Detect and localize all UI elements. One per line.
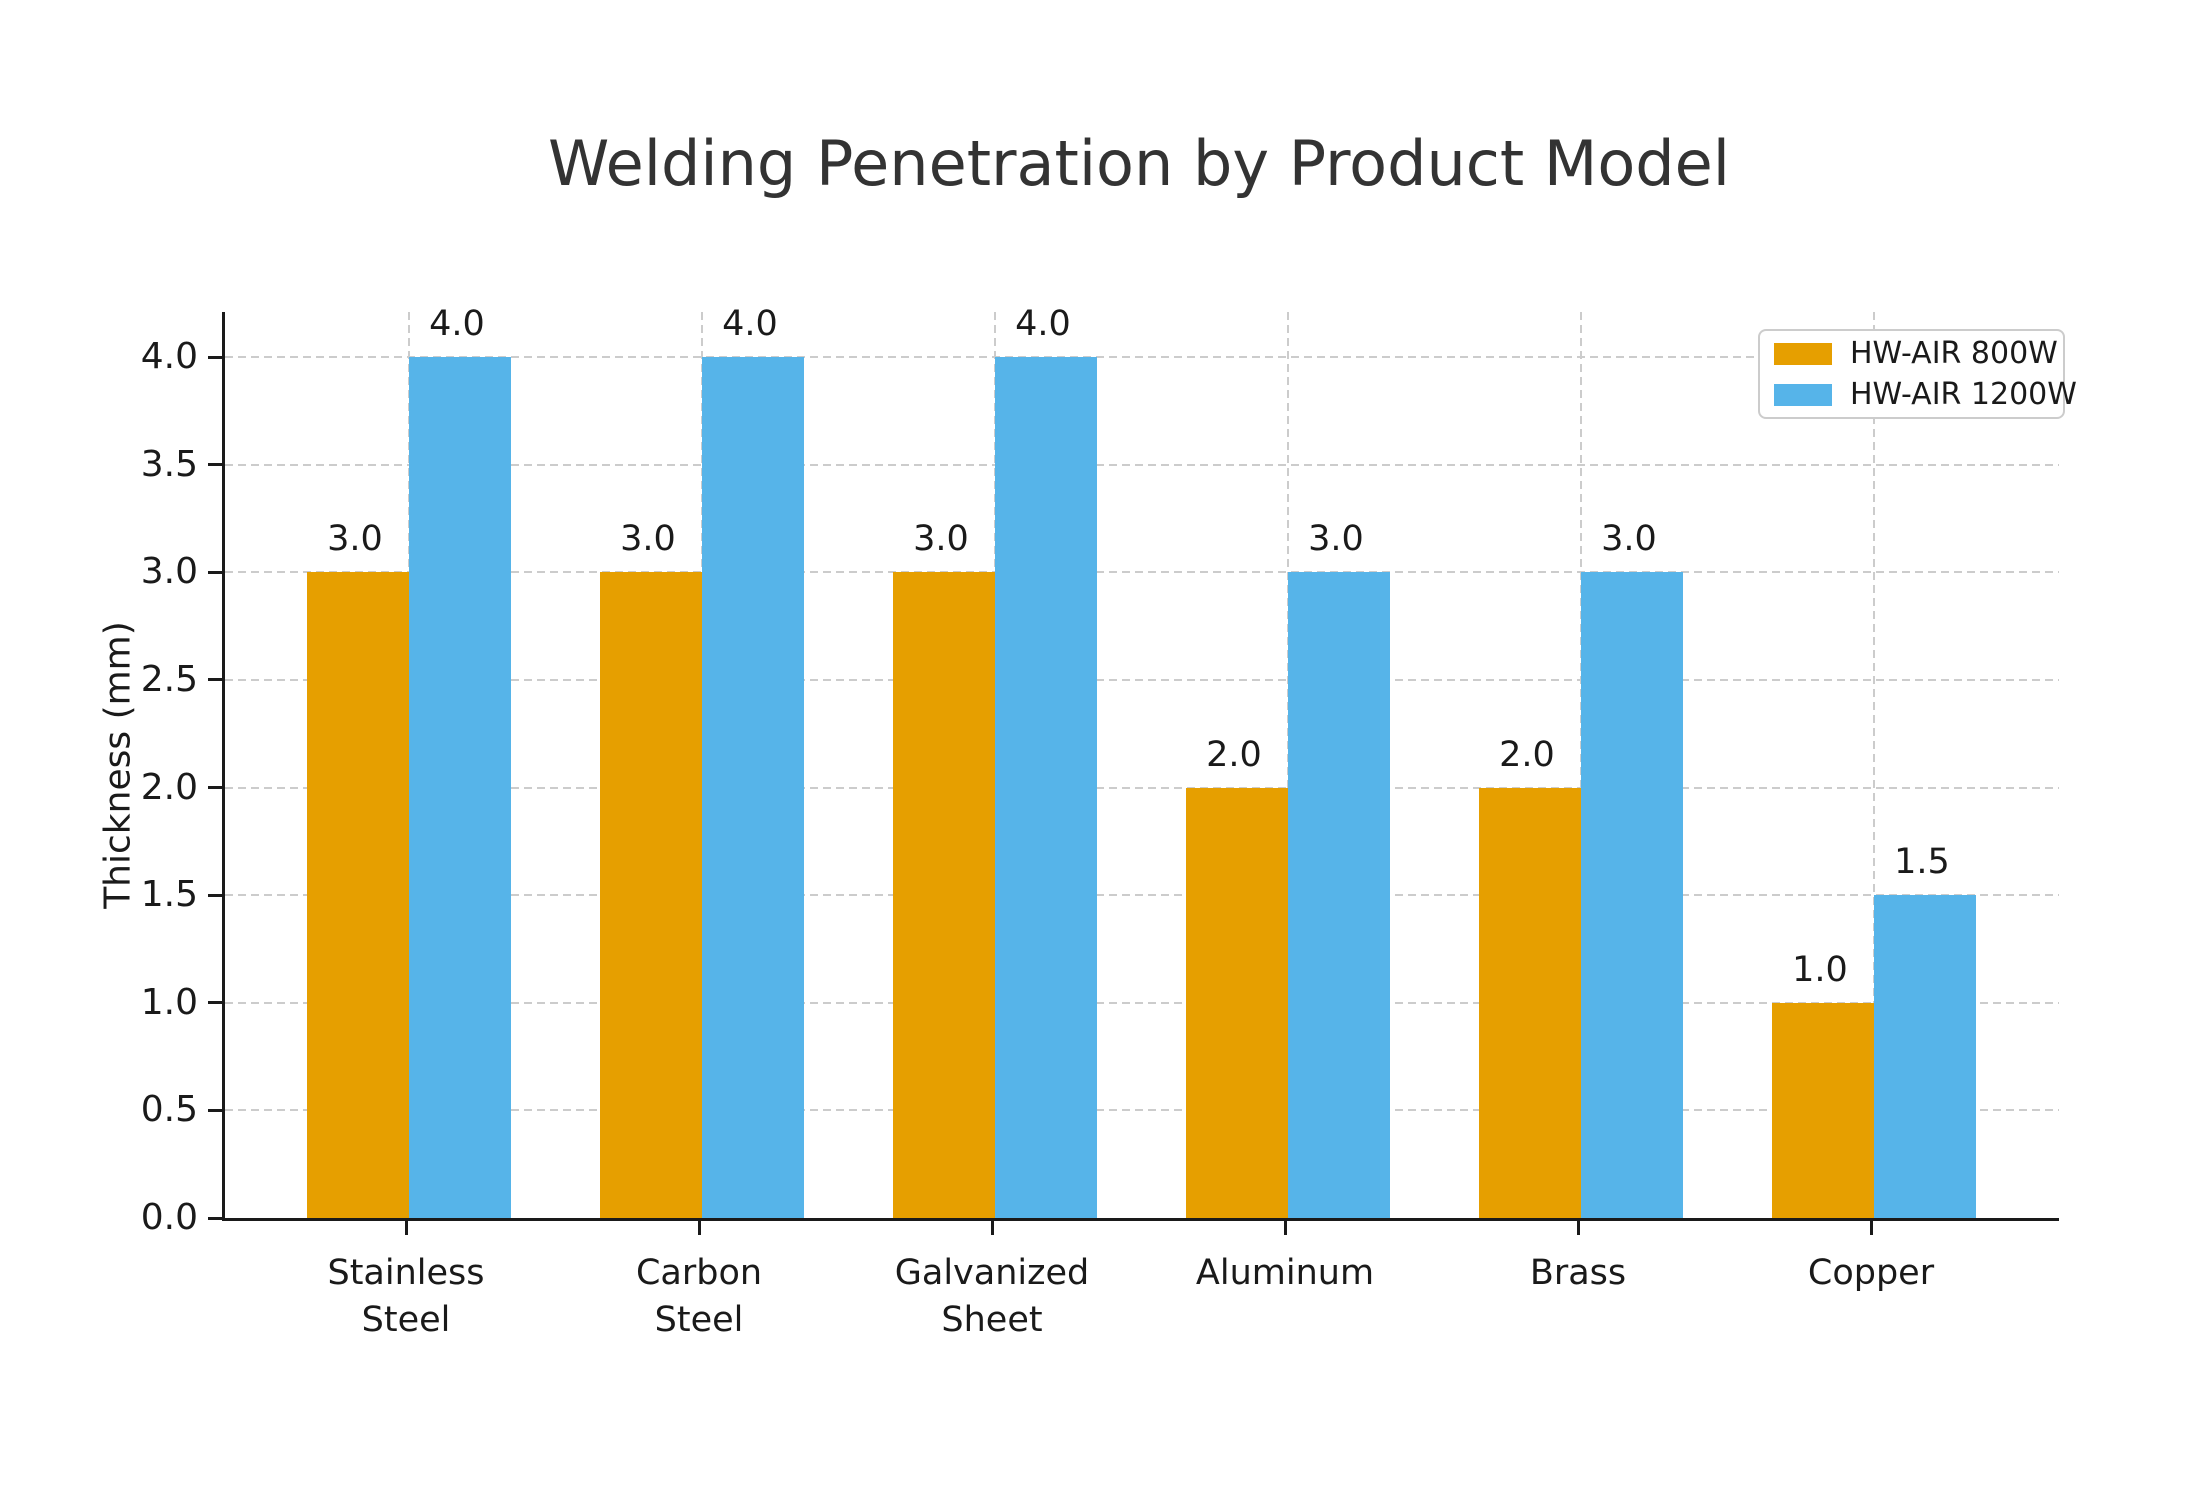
legend-row-1200w: HW-AIR 1200W bbox=[1774, 377, 2077, 412]
gridline-horizontal bbox=[225, 356, 2059, 359]
bar-hw-air-1200w-aluminum bbox=[1288, 572, 1390, 1218]
legend-swatch-800w-icon bbox=[1774, 342, 1832, 365]
x-tick-mark bbox=[697, 1221, 701, 1235]
legend-label-1200w: HW-AIR 1200W bbox=[1850, 377, 2077, 412]
bar-hw-air-800w-aluminum bbox=[1186, 787, 1288, 1218]
gridline-horizontal bbox=[225, 463, 2059, 466]
y-tick-label: 1.5 bbox=[140, 874, 198, 916]
bar-value-label: 4.0 bbox=[1015, 304, 1071, 345]
y-tick-mark bbox=[208, 1216, 222, 1220]
bar-value-label: 1.0 bbox=[1792, 949, 1848, 990]
x-tick-label-aluminum: Aluminum bbox=[1195, 1253, 1375, 1293]
bar-value-label: 3.0 bbox=[1601, 519, 1657, 560]
x-tick-mark bbox=[990, 1221, 994, 1235]
bar-hw-air-1200w-carbon-steel bbox=[702, 357, 804, 1218]
bar-hw-air-1200w-galvanized-sheet bbox=[995, 357, 1097, 1218]
y-tick-mark bbox=[208, 355, 222, 359]
y-tick-mark bbox=[208, 570, 222, 574]
x-tick-mark bbox=[1576, 1221, 1580, 1235]
bar-hw-air-1200w-copper bbox=[1874, 895, 1976, 1218]
bar-hw-air-800w-stainless-steel bbox=[307, 572, 409, 1218]
x-tick-mark bbox=[404, 1221, 408, 1235]
x-tick-label-copper: Copper bbox=[1807, 1253, 1935, 1293]
bar-value-label: 4.0 bbox=[429, 304, 485, 345]
gridline-horizontal bbox=[225, 1001, 2059, 1004]
y-tick-label: 2.0 bbox=[140, 766, 198, 808]
y-tick-label: 2.5 bbox=[140, 658, 198, 700]
legend-label-800w: HW-AIR 800W bbox=[1850, 336, 2058, 371]
chart-title: Welding Penetration by Product Model bbox=[547, 127, 1731, 200]
legend: HW-AIR 800W HW-AIR 1200W bbox=[1758, 329, 2077, 419]
y-tick-mark bbox=[208, 678, 222, 682]
bar-value-label: 3.0 bbox=[913, 519, 969, 560]
x-tick-mark bbox=[1283, 1221, 1287, 1235]
gridline-horizontal bbox=[225, 678, 2059, 681]
x-tick-label-brass: Brass bbox=[1529, 1253, 1627, 1293]
x-tick-mark bbox=[1869, 1221, 1873, 1235]
bar-hw-air-1200w-stainless-steel bbox=[409, 357, 511, 1218]
bar-value-label: 3.0 bbox=[1308, 519, 1364, 560]
x-tick-label-stainless-steel: Stainless Steel bbox=[327, 1253, 485, 1340]
bar-value-label: 3.0 bbox=[620, 519, 676, 560]
bar-hw-air-800w-galvanized-sheet bbox=[893, 572, 995, 1218]
legend-row-800w: HW-AIR 800W bbox=[1774, 336, 2058, 371]
y-tick-mark bbox=[208, 463, 222, 467]
legend-swatch-1200w-icon bbox=[1774, 383, 1832, 406]
bar-hw-air-800w-copper bbox=[1772, 1002, 1874, 1218]
x-tick-label-galvanized-sheet: Galvanized Sheet bbox=[894, 1253, 1090, 1340]
x-tick-label-carbon-steel: Carbon Steel bbox=[635, 1253, 763, 1340]
y-tick-label: 0.5 bbox=[140, 1089, 198, 1131]
bar-value-label: 2.0 bbox=[1499, 734, 1555, 775]
y-tick-mark bbox=[208, 1001, 222, 1005]
gridline-horizontal bbox=[225, 894, 2059, 897]
y-tick-mark bbox=[208, 893, 222, 897]
y-tick-mark bbox=[208, 786, 222, 790]
gridline-horizontal bbox=[225, 571, 2059, 574]
gridline-horizontal bbox=[225, 1109, 2059, 1112]
bar-value-label: 4.0 bbox=[722, 304, 778, 345]
bar-hw-air-800w-carbon-steel bbox=[600, 572, 702, 1218]
bar-value-label: 1.5 bbox=[1894, 842, 1950, 883]
gridline-horizontal bbox=[225, 786, 2059, 789]
y-tick-label: 0.0 bbox=[140, 1197, 198, 1238]
y-tick-label: 4.0 bbox=[140, 336, 198, 378]
y-tick-label: 3.0 bbox=[140, 551, 198, 593]
y-tick-mark bbox=[208, 1108, 222, 1112]
bar-hw-air-1200w-brass bbox=[1581, 572, 1683, 1218]
bar-value-label: 2.0 bbox=[1206, 734, 1262, 775]
bar-value-label: 3.0 bbox=[327, 519, 383, 560]
y-tick-label: 3.5 bbox=[140, 443, 198, 485]
gridline-vertical bbox=[1873, 312, 1875, 1218]
bar-hw-air-800w-brass bbox=[1479, 787, 1581, 1218]
plot-area bbox=[222, 312, 2059, 1221]
y-tick-label: 1.0 bbox=[140, 981, 198, 1023]
